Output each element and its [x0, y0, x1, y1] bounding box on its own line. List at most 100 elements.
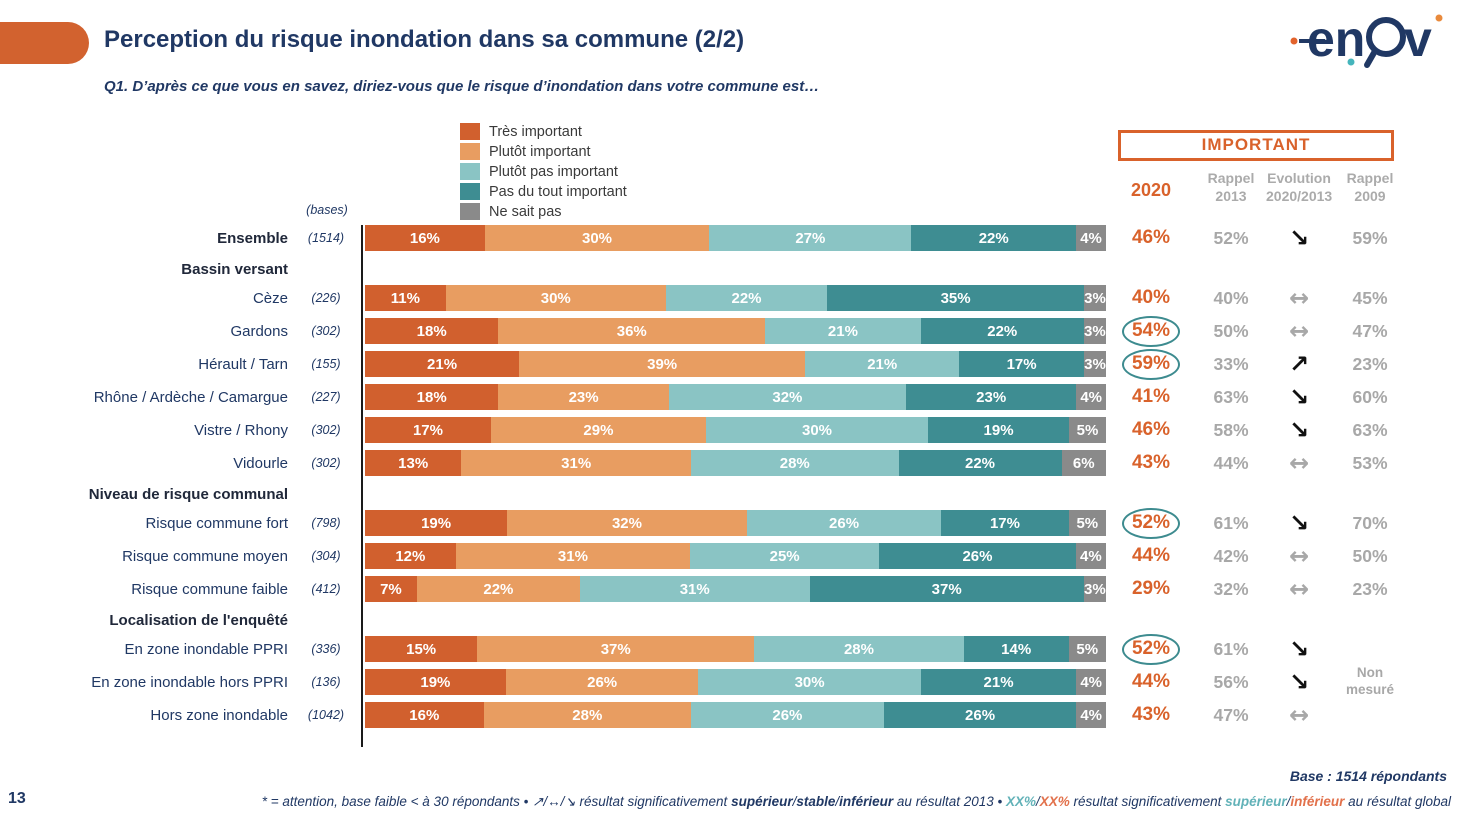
value-2009: 47%	[1352, 320, 1388, 341]
bar-segment: 12%	[365, 543, 456, 569]
row-base: (302)	[311, 456, 341, 470]
row-label: Vidourle	[233, 454, 288, 472]
evolution-down-arrow-icon: ↘	[1288, 223, 1310, 252]
chart-axis-line	[361, 225, 363, 747]
chart-rows: Ensemble (1514) 16% 30% 27% 22% 4% 46% 52% ↘ 59% Ba…	[0, 225, 1459, 735]
row-label: Risque commune fort	[145, 514, 288, 532]
row-base: (155)	[311, 357, 341, 371]
value-2009: 45%	[1352, 287, 1388, 308]
bar-wrap: 16% 28% 26% 26% 4%	[356, 702, 1106, 728]
bar-segment: 18%	[365, 318, 499, 344]
value-2009: 59%	[1352, 227, 1388, 248]
highlight-circle: 52%	[1121, 634, 1181, 665]
value-2013: 33%	[1213, 353, 1249, 374]
bar-segment: 21%	[920, 669, 1077, 695]
bar-segment: 4%	[1075, 543, 1106, 569]
evolution-cell: ↘	[1266, 670, 1332, 695]
row-label: Ensemble	[217, 229, 288, 247]
bar-segment-value: 32%	[772, 388, 803, 406]
value-2020: 46%	[1131, 227, 1171, 248]
bar-segment-value: 23%	[976, 388, 1007, 406]
bar-segment-value: 36%	[616, 322, 647, 340]
bar-segment: 19%	[365, 510, 508, 536]
legend-swatch	[460, 203, 480, 220]
legend-label: Pas du tout important	[489, 183, 627, 200]
enov-logo: en v	[1290, 11, 1443, 68]
bar-segment-value: 3%	[1084, 580, 1106, 598]
footnote-part: supérieur	[731, 794, 793, 809]
bar-segment-value: 32%	[611, 514, 642, 532]
value-2013: 40%	[1213, 287, 1249, 308]
footnote-part: stable	[796, 794, 836, 809]
bar-segment-value: 22%	[731, 289, 762, 307]
comparison-header: IMPORTANT 2020 Rappel 2013 Evolution 2020/…	[1106, 130, 1408, 205]
value-2020: 52%	[1106, 634, 1196, 665]
column-header-2020: 2020	[1130, 180, 1172, 200]
footnote-part: /	[792, 794, 797, 809]
footnote-part: /	[835, 794, 840, 809]
bar-wrap: 7% 22% 31% 37% 3%	[356, 576, 1106, 602]
bar-segment: 4%	[1076, 225, 1106, 251]
bar-segment-value: 28%	[572, 706, 603, 724]
footnote-part: /	[1286, 794, 1291, 809]
footnote-part: XX%	[1039, 794, 1070, 809]
bar-segment-value: 3%	[1084, 322, 1106, 340]
bar-segment-value: 19%	[420, 673, 451, 691]
footnote-part: inférieur	[1290, 794, 1345, 809]
value-2020: 54%	[1106, 316, 1196, 347]
stacked-bar: 11% 30% 22% 35% 3%	[365, 285, 1106, 311]
bar-segment: 4%	[1076, 669, 1106, 695]
bar-segment: 22%	[920, 318, 1084, 344]
bar-segment-value: 4%	[1080, 229, 1102, 247]
group-header-label: Localisation de l'enquêté	[109, 611, 288, 629]
evolution-cell: ↔	[1266, 703, 1332, 728]
highlight-circle: 54%	[1121, 316, 1181, 347]
bar-segment: 31%	[461, 450, 692, 476]
bar-segment-value: 26%	[962, 547, 993, 565]
bar-segment: 7%	[365, 576, 417, 602]
bar-segment-value: 30%	[794, 673, 825, 691]
table-row: En zone inondable PPRI (336) 15% 37% 28% 14% 5…	[0, 634, 1459, 665]
value-2009: 23%	[1352, 578, 1388, 599]
bar-segment-value: 39%	[647, 355, 678, 373]
row-label: Hors zone inondable	[150, 706, 288, 724]
bar-segment: 31%	[455, 543, 691, 569]
table-row: Risque commune moyen (304) 12% 31% 25% 26% 4% 4…	[0, 543, 1459, 569]
bar-wrap: 16% 30% 27% 22% 4%	[356, 225, 1106, 251]
base-total: Base : 1514 répondants	[1289, 768, 1447, 784]
bar-segment: 26%	[879, 543, 1076, 569]
bar-segment-value: 4%	[1080, 706, 1103, 724]
bar-wrap: 11% 30% 22% 35% 3%	[356, 285, 1106, 311]
legend-item: Plutôt important	[460, 142, 627, 161]
evolution-down-arrow-icon: ↘	[1288, 382, 1310, 411]
table-row: Cèze (226) 11% 30% 22% 35% 3% 40% 40% ↔ 45%	[0, 285, 1459, 311]
stacked-bar: 18% 36% 21% 22% 3%	[365, 318, 1106, 344]
bar-segment-value: 22%	[987, 322, 1018, 340]
row-label: Risque commune moyen	[122, 547, 288, 565]
table-row: Risque commune faible (412) 7% 22% 31% 37% 3% 2…	[0, 576, 1459, 602]
value-2013: 52%	[1213, 227, 1249, 248]
table-row: Vistre / Rhony (302) 17% 29% 30% 19% 5% 46% 58% ↘…	[0, 417, 1459, 443]
title-accent-bar	[0, 22, 89, 64]
table-row: Hérault / Tarn (155) 21% 39% 21% 17% 3% 59% 33% ↗…	[0, 349, 1459, 380]
bar-segment-value: 35%	[940, 289, 971, 307]
evolution-cell: ↔	[1266, 286, 1332, 311]
value-2020: 43%	[1131, 452, 1171, 473]
stacked-bar: 12% 31% 25% 26% 4%	[365, 543, 1106, 569]
bar-segment: 22%	[911, 225, 1077, 251]
stacked-bar: 19% 26% 30% 21% 4%	[365, 669, 1106, 695]
evolution-cell: ↔	[1266, 577, 1332, 602]
row-base: (1042)	[307, 708, 345, 722]
group-header: Bassin versant	[0, 258, 1459, 280]
bar-segment: 3%	[1083, 351, 1106, 377]
row-label: En zone inondable hors PPRI	[91, 673, 288, 691]
bar-segment-value: 19%	[421, 514, 452, 532]
bar-segment-value: 29%	[583, 421, 614, 439]
bar-segment: 26%	[746, 510, 942, 536]
bar-segment-value: 5%	[1076, 640, 1099, 658]
evolution-down-arrow-icon: ↘	[1288, 415, 1310, 444]
bar-segment: 5%	[1068, 510, 1107, 536]
value-2020: 41%	[1131, 386, 1171, 407]
bar-segment-value: 31%	[679, 580, 710, 598]
bar-segment: 39%	[519, 351, 806, 377]
